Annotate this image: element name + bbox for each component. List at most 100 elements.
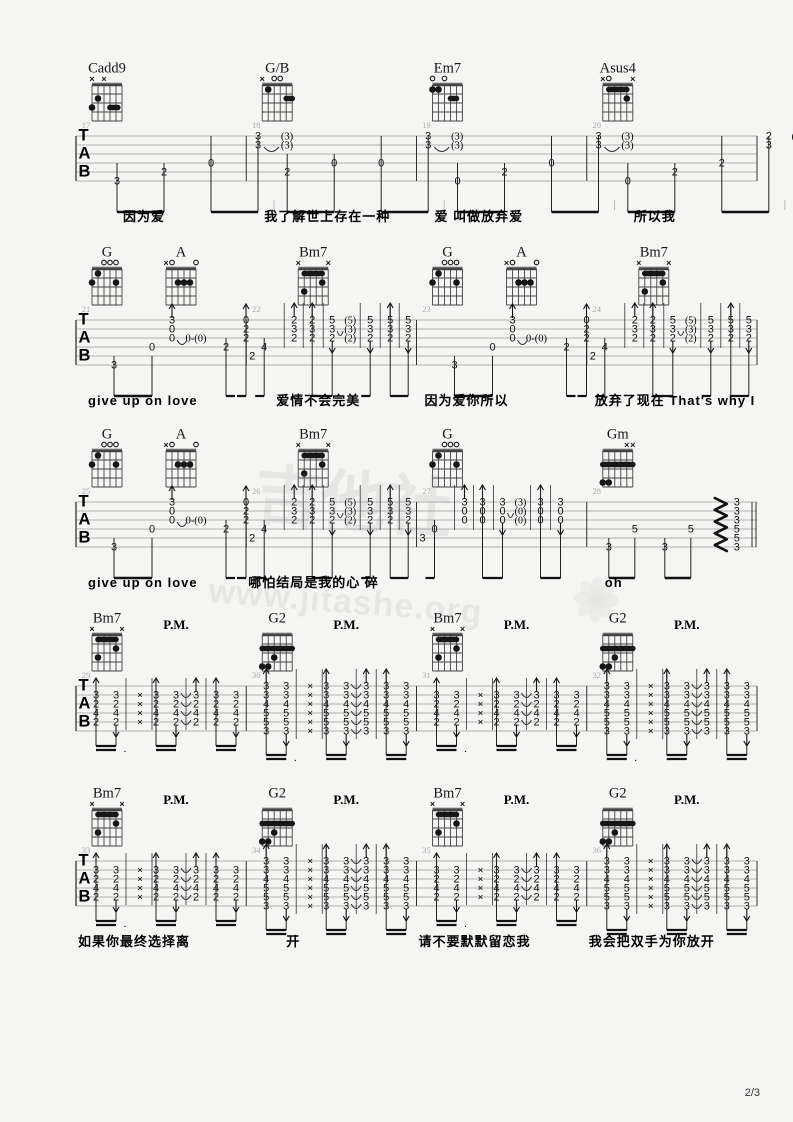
svg-text:3: 3 — [595, 131, 601, 143]
svg-text:3: 3 — [363, 901, 369, 913]
svg-text:我会把双手为你放开: 我会把双手为你放开 — [589, 934, 715, 949]
svg-text:×: × — [89, 74, 94, 84]
svg-text:B: B — [79, 347, 91, 365]
svg-text:5: 5 — [688, 524, 694, 536]
svg-text:.: . — [464, 918, 467, 930]
svg-text:2: 2 — [766, 131, 772, 143]
svg-text:A: A — [79, 145, 91, 163]
svg-text:G2: G2 — [609, 786, 627, 802]
svg-text:21: 21 — [82, 304, 91, 314]
svg-text:G/B: G/B — [265, 61, 289, 77]
svg-text:×: × — [326, 258, 331, 268]
svg-text:0: 0 — [149, 342, 155, 354]
svg-text:×: × — [460, 799, 465, 809]
svg-text:×: × — [163, 440, 168, 450]
svg-text:29: 29 — [82, 670, 91, 680]
svg-text:因为爱: 因为爱 — [123, 209, 165, 224]
svg-text:36: 36 — [593, 845, 602, 855]
svg-text:34: 34 — [252, 845, 261, 855]
svg-text:A: A — [516, 245, 527, 261]
svg-text:(3): (3) — [621, 141, 634, 152]
svg-text:A: A — [79, 329, 91, 347]
svg-text:×: × — [648, 902, 654, 913]
svg-text:Bm7: Bm7 — [93, 611, 121, 627]
svg-text:Bm7: Bm7 — [640, 245, 668, 261]
svg-text:B: B — [79, 713, 91, 731]
svg-text:Bm7: Bm7 — [299, 245, 327, 261]
svg-text:3: 3 — [704, 726, 710, 738]
svg-text:(0): (0) — [515, 516, 527, 527]
svg-text:(3): (3) — [281, 141, 294, 152]
svg-text:.: . — [124, 743, 127, 755]
svg-text:24: 24 — [593, 304, 602, 314]
svg-text:give up on love: give up on love — [88, 393, 198, 408]
svg-text:×: × — [666, 258, 671, 268]
svg-text:B: B — [79, 163, 91, 181]
svg-text:22: 22 — [252, 304, 261, 314]
svg-text:G: G — [102, 427, 113, 443]
svg-text:×: × — [89, 799, 94, 809]
svg-text:31: 31 — [422, 670, 431, 680]
svg-text:×: × — [307, 727, 313, 738]
svg-text:33: 33 — [82, 845, 91, 855]
svg-text:A: A — [79, 511, 91, 529]
svg-text:我了解世上存在一种: 我了解世上存在一种 — [264, 209, 390, 224]
svg-text:19: 19 — [422, 120, 431, 130]
svg-text:P.M.: P.M. — [163, 617, 189, 632]
svg-text:2/3: 2/3 — [745, 1087, 760, 1099]
svg-text:3: 3 — [425, 131, 431, 143]
svg-text:20: 20 — [593, 120, 602, 130]
svg-text:B: B — [79, 529, 91, 547]
svg-text:0-(0): 0-(0) — [186, 516, 207, 527]
svg-text:2: 2 — [533, 892, 539, 904]
svg-text:5: 5 — [632, 524, 638, 536]
svg-text:×: × — [648, 727, 654, 738]
svg-text:G: G — [442, 245, 453, 261]
svg-text:Bm7: Bm7 — [93, 786, 121, 802]
svg-text:×: × — [101, 74, 106, 84]
svg-text:×: × — [478, 718, 484, 729]
svg-text:32: 32 — [593, 670, 602, 680]
svg-text:3: 3 — [255, 131, 261, 143]
svg-text:爱 叫做放弃爱: 爱 叫做放弃爱 — [435, 209, 524, 224]
svg-text:A: A — [79, 695, 91, 713]
svg-text:×: × — [630, 440, 635, 450]
svg-text:×: × — [296, 258, 301, 268]
svg-text:3: 3 — [734, 542, 740, 554]
svg-text:×: × — [119, 799, 124, 809]
svg-text:×: × — [119, 624, 124, 634]
svg-text:A: A — [79, 870, 91, 888]
svg-text:P.M.: P.M. — [674, 617, 700, 632]
svg-text:×: × — [296, 440, 301, 450]
svg-text:(3): (3) — [451, 141, 464, 152]
svg-text:×: × — [478, 893, 484, 904]
svg-text:×: × — [137, 893, 143, 904]
svg-text:.: . — [124, 918, 127, 930]
svg-text:35: 35 — [422, 845, 431, 855]
svg-text:2: 2 — [533, 717, 539, 729]
svg-text:如果你最终选择离: 如果你最终选择离 — [78, 934, 190, 949]
svg-text:(2): (2) — [685, 334, 697, 345]
svg-text:P.M.: P.M. — [674, 792, 700, 807]
svg-text:G2: G2 — [268, 786, 286, 802]
svg-text:×: × — [600, 74, 605, 84]
svg-text:0-(0): 0-(0) — [186, 334, 207, 345]
svg-text:P.M.: P.M. — [504, 617, 530, 632]
svg-text:B: B — [79, 888, 91, 906]
svg-text:×: × — [163, 258, 168, 268]
svg-text:3: 3 — [363, 726, 369, 738]
svg-text:×: × — [89, 624, 94, 634]
svg-text:P.M.: P.M. — [163, 792, 189, 807]
svg-text:2: 2 — [193, 892, 199, 904]
svg-text:Bm7: Bm7 — [433, 786, 461, 802]
svg-text:×: × — [430, 799, 435, 809]
svg-text:×: × — [260, 74, 265, 84]
svg-text:25: 25 — [82, 486, 91, 496]
svg-text:0: 0 — [489, 342, 495, 354]
svg-text:吉他社: 吉他社 — [252, 457, 455, 546]
svg-text:28: 28 — [593, 486, 602, 496]
svg-text:17: 17 — [82, 120, 91, 130]
svg-text:0: 0 — [169, 333, 175, 345]
svg-text:0-(0): 0-(0) — [526, 334, 547, 345]
svg-text:23: 23 — [422, 304, 431, 314]
